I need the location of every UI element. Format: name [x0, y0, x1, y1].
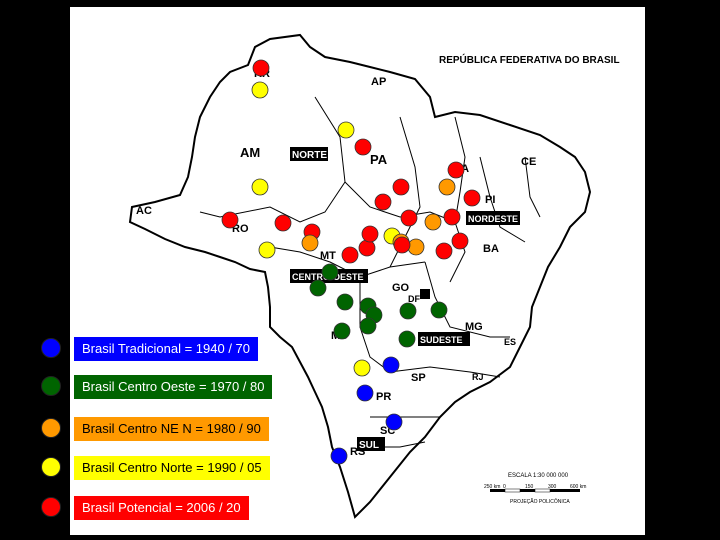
city-marker-blue: [330, 447, 348, 465]
city-marker-green: [430, 301, 448, 319]
state-labels: RR AP AM PA MA CE PI AC RO MT BA GO DF M…: [136, 68, 536, 458]
city-marker-green: [309, 279, 327, 297]
legend-dot-potencial: [41, 497, 61, 517]
city-marker-red: [393, 236, 411, 254]
legend-label-centro-ne-n: Brasil Centro NE N = 1980 / 90: [74, 417, 269, 441]
projection-label: PROJEÇÃO POLICÔNICA: [510, 498, 570, 505]
scale-bar: ESCALA 1:30 000 000 250 km 0 150 300 600…: [484, 473, 586, 505]
state-label-es: ES: [504, 337, 516, 347]
city-marker-red: [463, 189, 481, 207]
city-marker-red: [447, 161, 465, 179]
brazil-map: REPÚBLICA FEDERATIVA DO BRASIL RR AP AM …: [128, 33, 620, 519]
city-marker-yellow: [251, 81, 269, 99]
city-marker-yellow: [258, 241, 276, 259]
brazil-outline: [128, 33, 592, 519]
state-borders: [199, 96, 541, 448]
state-label-pa: PA: [370, 152, 388, 167]
city-marker-red: [443, 208, 461, 226]
df-marker: [420, 289, 430, 299]
legend-label-potencial: Brasil Potencial = 2006 / 20: [74, 496, 249, 520]
city-marker-red: [354, 138, 372, 156]
legend-label-centro-oeste: Brasil Centro Oeste = 1970 / 80: [74, 375, 273, 399]
city-marker-red: [400, 209, 418, 227]
city-marker-red: [274, 214, 292, 232]
city-marker-blue: [385, 413, 403, 431]
city-marker-green: [336, 293, 354, 311]
state-label-pi: PI: [485, 194, 495, 206]
legend-dot-tradicional: [41, 338, 61, 358]
region-label-nordeste: NORDESTE: [468, 214, 518, 224]
state-label-df: DF: [408, 294, 420, 304]
city-marker-red: [361, 225, 379, 243]
region-label-sudeste: SUDESTE: [420, 335, 463, 345]
city-marker-red: [392, 178, 410, 196]
legend-dot-centro-ne-n: [41, 418, 61, 438]
state-label-mt: MT: [320, 250, 336, 262]
state-label-mg: MG: [465, 321, 483, 333]
city-marker-green: [399, 302, 417, 320]
state-label-ac: AC: [136, 205, 152, 217]
city-marker-yellow: [337, 121, 355, 139]
city-marker-red: [252, 59, 270, 77]
scale-tick-0: 250 km: [484, 484, 500, 490]
state-label-am: AM: [240, 145, 260, 160]
city-marker-blue: [382, 356, 400, 374]
state-label-ba: BA: [483, 243, 499, 255]
region-label-norte: NORTE: [292, 150, 327, 161]
city-marker-green: [333, 322, 351, 340]
city-marker-orange: [438, 178, 456, 196]
city-marker-green: [321, 263, 339, 281]
city-marker-red: [374, 193, 392, 211]
city-marker-red: [221, 211, 239, 229]
scale-tick-4: 600 km: [570, 484, 586, 490]
state-label-ce: CE: [521, 156, 536, 168]
city-marker-blue: [356, 384, 374, 402]
state-label-pr: PR: [376, 391, 391, 403]
state-label-go: GO: [392, 282, 410, 294]
map-title: REPÚBLICA FEDERATIVA DO BRASIL: [439, 53, 620, 66]
city-marker-green: [398, 330, 416, 348]
scale-tick-2: 150: [525, 484, 534, 490]
city-marker-red: [341, 246, 359, 264]
state-label-rj: RJ: [472, 372, 484, 382]
city-marker-orange: [424, 213, 442, 231]
legend-label-tradicional: Brasil Tradicional = 1940 / 70: [74, 337, 259, 361]
state-label-sp: SP: [411, 372, 426, 384]
scale-label: ESCALA 1:30 000 000: [508, 473, 569, 479]
legend-dot-centro-oeste: [41, 376, 61, 396]
legend-dot-centro-norte: [41, 457, 61, 477]
city-markers: [221, 59, 481, 465]
scale-tick-3: 300: [548, 484, 557, 490]
city-marker-yellow: [353, 359, 371, 377]
map-panel: REPÚBLICA FEDERATIVA DO BRASIL RR AP AM …: [70, 7, 645, 535]
scale-tick-1: 0: [503, 484, 506, 490]
city-marker-red: [435, 242, 453, 260]
city-marker-orange: [301, 234, 319, 252]
city-marker-red: [358, 239, 376, 257]
city-marker-orange: [407, 238, 425, 256]
legend-label-centro-norte: Brasil Centro Norte = 1990 / 05: [74, 456, 270, 480]
state-label-ro: RO: [232, 223, 249, 235]
region-label-sul: SUL: [359, 440, 379, 451]
city-marker-red: [451, 232, 469, 250]
city-marker-green: [359, 317, 377, 335]
city-marker-yellow: [251, 178, 269, 196]
state-label-ap: AP: [371, 76, 386, 88]
